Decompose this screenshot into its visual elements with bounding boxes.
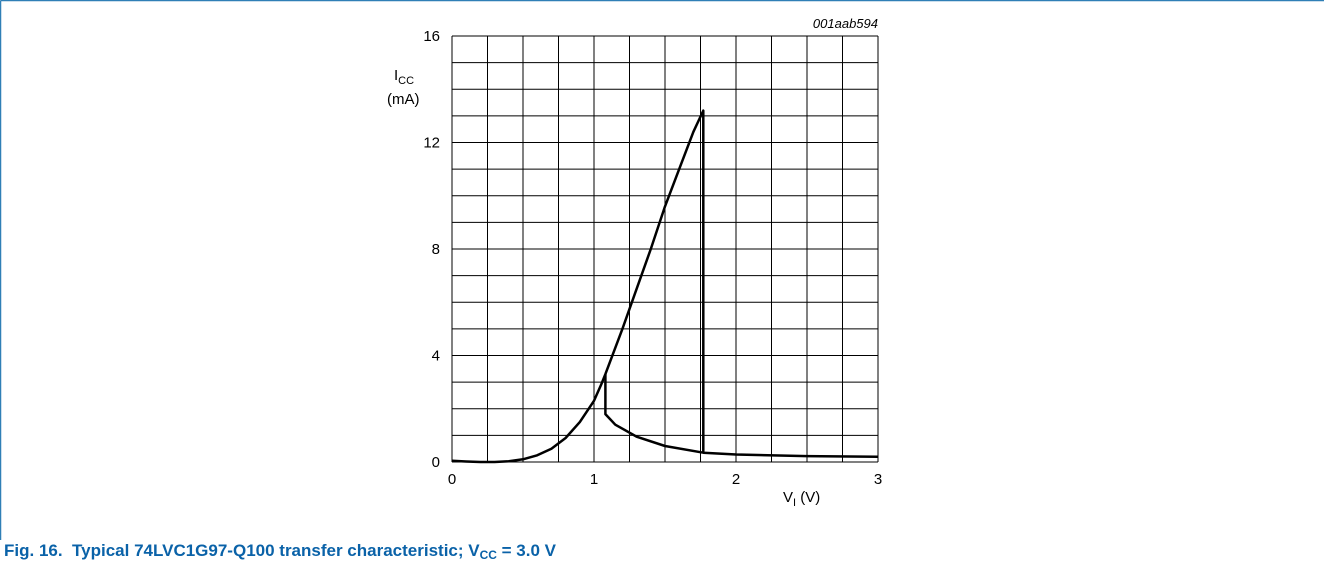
y-tick-label: 0 (432, 454, 440, 471)
y-tick-label: 16 (423, 28, 440, 45)
x-tick-label: 1 (590, 471, 598, 488)
caption-number: Fig. 16. (4, 541, 63, 560)
y-axis-unit: (mA) (387, 91, 420, 108)
y-axis-label: ICC (394, 67, 414, 87)
y-tick-label: 4 (432, 348, 440, 365)
caption-sub: CC (479, 548, 497, 562)
y-tick-label: 12 (423, 135, 440, 152)
x-tick-label: 0 (448, 471, 456, 488)
x-tick-label: 2 (732, 471, 740, 488)
x-axis-label: VI (V) (783, 489, 820, 509)
caption-tail: = 3.0 V (496, 541, 557, 560)
x-tick-label: 3 (874, 471, 882, 488)
y-tick-label: 8 (432, 241, 440, 258)
figure-id: 001aab594 (813, 16, 878, 31)
series-line-2 (604, 374, 879, 458)
caption-text: Typical 74LVC1G97-Q100 transfer characte… (72, 541, 480, 560)
figure-caption: Fig. 16. Typical 74LVC1G97-Q100 transfer… (4, 541, 556, 562)
series-line-1 (451, 109, 705, 464)
